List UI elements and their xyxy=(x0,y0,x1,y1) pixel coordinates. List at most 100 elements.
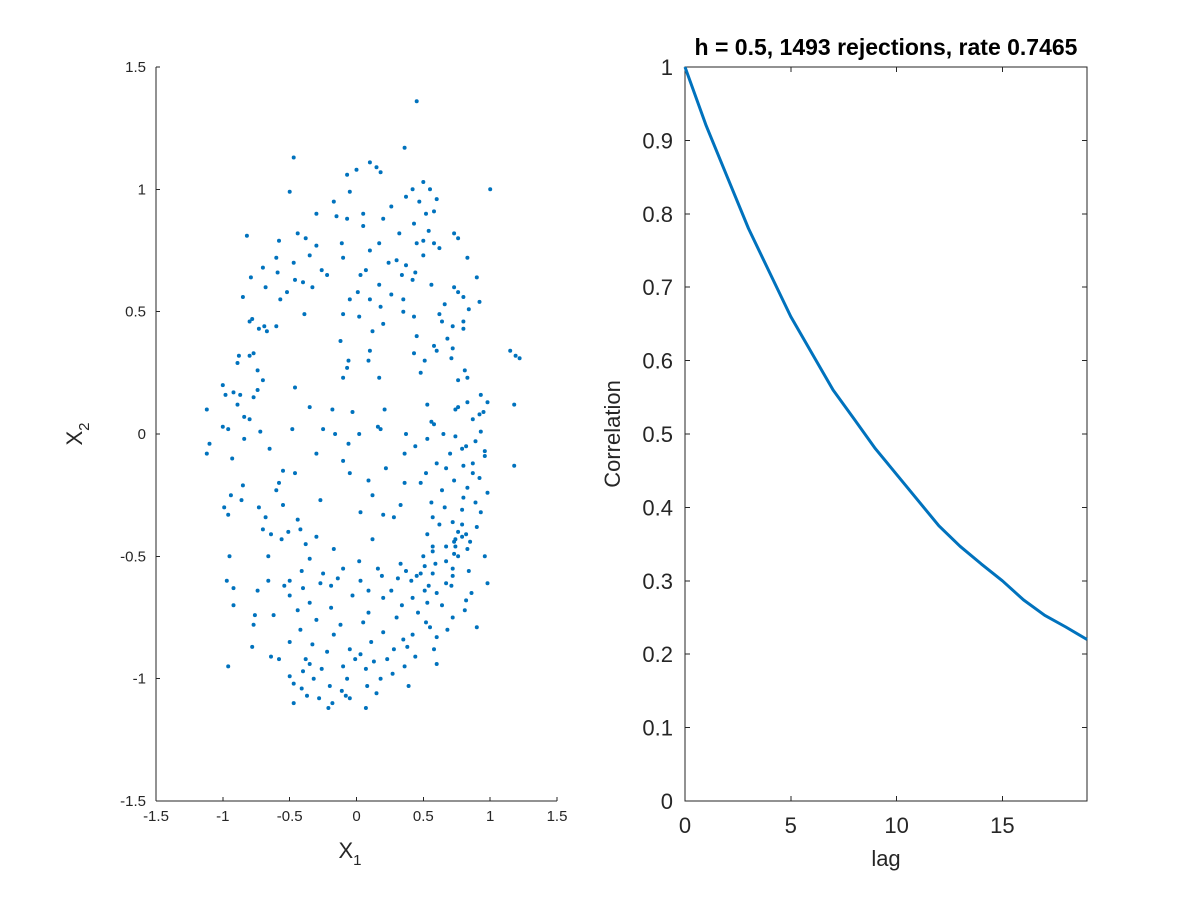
scatter-point xyxy=(331,199,336,204)
scatter-point xyxy=(430,571,435,576)
scatter-point xyxy=(319,666,324,671)
scatter-point xyxy=(367,248,372,253)
scatter-point xyxy=(338,622,343,627)
scatter-point xyxy=(281,468,285,473)
scatter-point xyxy=(378,427,383,432)
scatter-point xyxy=(277,657,281,662)
scatter-point xyxy=(473,439,478,444)
scatter-point xyxy=(262,324,267,329)
scatter-point xyxy=(418,571,423,576)
scatter-point xyxy=(307,662,312,666)
scatter-point xyxy=(425,600,430,605)
scatter-point xyxy=(410,187,415,192)
scatter-ticks: -1.5 -1 -0.5 0 0.5 1 1.5 -1.5 -1 -0.5 0 0.5 1 1.5 xyxy=(120,59,567,825)
scatter-point xyxy=(358,273,363,277)
scatter-point xyxy=(326,706,331,710)
scatter-point xyxy=(256,326,261,331)
scatter-point xyxy=(434,662,439,666)
scatter-point xyxy=(375,424,380,429)
scatter-point xyxy=(428,187,432,192)
scatter-point xyxy=(365,684,370,688)
scatter-point xyxy=(295,517,300,522)
line-x-tick-label: 5 xyxy=(785,813,797,838)
scatter-point xyxy=(470,417,475,422)
scatter-point xyxy=(258,429,263,434)
scatter-point xyxy=(452,551,457,556)
line-y-tick-label: 0.9 xyxy=(642,128,673,153)
scatter-point xyxy=(478,510,483,515)
scatter-point xyxy=(452,231,457,236)
scatter-point xyxy=(303,236,308,241)
scatter-point xyxy=(432,647,436,652)
scatter-point xyxy=(291,260,296,265)
scatter-point xyxy=(426,583,431,588)
scatter-point xyxy=(367,297,372,302)
scatter-point xyxy=(269,532,273,537)
scatter-point xyxy=(231,390,236,395)
scatter-point xyxy=(412,351,416,356)
scatter-point xyxy=(477,476,482,480)
scatter-point xyxy=(329,583,334,588)
scatter-point xyxy=(462,368,467,373)
scatter-point xyxy=(485,490,490,495)
scatter-point xyxy=(421,554,426,559)
line-ticks: 0 5 10 15 0 0.1 0.2 0.3 0.4 0.5 0.6 0.7 0.8 0.9 1 xyxy=(642,55,1087,838)
scatter-point xyxy=(264,329,269,334)
scatter-point xyxy=(422,564,427,569)
scatter-point xyxy=(220,383,225,388)
scatter-point xyxy=(240,483,245,488)
scatter-point xyxy=(361,620,366,625)
line-plot: 0 5 10 15 0 0.1 0.2 0.3 0.4 0.5 0.6 0.7 0.8 0.9 1 h = … xyxy=(600,34,1088,871)
scatter-point xyxy=(357,314,362,319)
scatter-point xyxy=(341,312,346,317)
scatter-point xyxy=(413,444,418,449)
scatter-point xyxy=(381,216,386,221)
scatter-point xyxy=(386,260,391,265)
scatter-point xyxy=(482,449,487,454)
scatter-x-tick-label: -1.5 xyxy=(143,808,169,825)
scatter-point xyxy=(462,608,467,613)
scatter-point xyxy=(204,451,209,456)
scatter-point xyxy=(482,554,487,559)
scatter-point xyxy=(389,588,394,593)
line-y-tick-label: 0.5 xyxy=(642,422,673,447)
scatter-point xyxy=(456,529,461,534)
scatter-point xyxy=(453,407,458,412)
scatter-point xyxy=(432,241,436,246)
scatter-point xyxy=(466,307,471,312)
scatter-point xyxy=(398,561,403,566)
scatter-point xyxy=(345,365,350,370)
scatter-point xyxy=(279,537,284,542)
scatter-point xyxy=(466,569,471,573)
scatter-point xyxy=(235,402,240,407)
line-y-tick-label: 0.7 xyxy=(642,275,673,300)
scatter-point xyxy=(251,395,256,400)
scatter-point xyxy=(303,657,308,662)
scatter-point xyxy=(381,630,386,635)
scatter-point xyxy=(445,336,450,341)
scatter-point xyxy=(367,348,372,353)
scatter-point xyxy=(333,432,338,436)
scatter-point xyxy=(474,275,479,280)
scatter-point xyxy=(452,285,457,290)
scatter-point xyxy=(442,302,447,307)
line-y-tick-label: 0.1 xyxy=(642,716,673,741)
scatter-point xyxy=(465,547,470,551)
line-y-tick-label: 0.3 xyxy=(642,569,673,594)
scatter-point xyxy=(395,576,400,581)
scatter-point xyxy=(434,461,439,466)
scatter-point xyxy=(452,478,457,483)
scatter-point xyxy=(345,216,350,221)
scatter-point xyxy=(375,566,380,571)
scatter-point xyxy=(346,358,351,363)
scatter-point xyxy=(341,458,346,463)
scatter-point xyxy=(287,640,292,644)
scatter-point xyxy=(341,255,346,260)
scatter-point xyxy=(414,241,419,246)
scatter-point xyxy=(366,588,371,593)
scatter-point xyxy=(512,463,517,468)
scatter-point xyxy=(377,241,382,246)
scatter-point xyxy=(307,253,312,258)
scatter-point xyxy=(410,632,415,637)
